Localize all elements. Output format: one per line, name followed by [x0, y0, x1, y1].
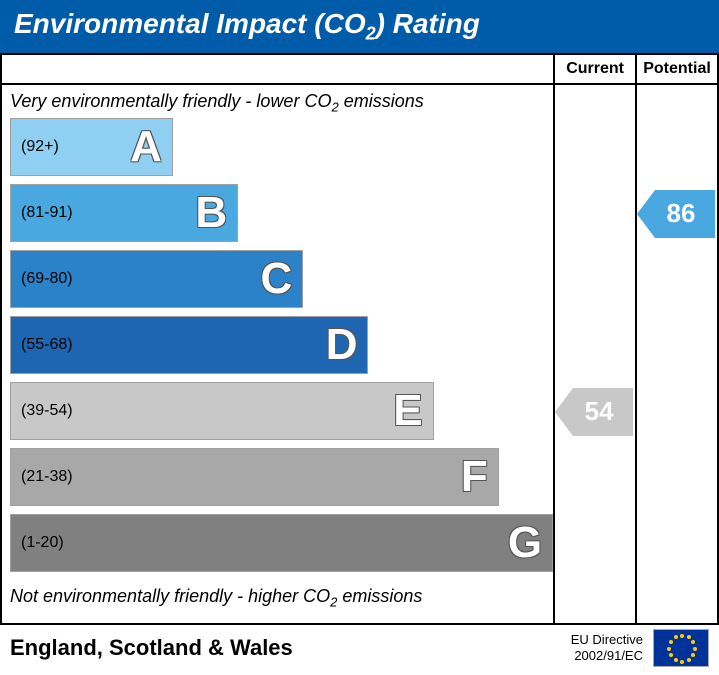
band-range: (39-54)	[11, 402, 73, 420]
band-bar: (1-20) G	[10, 514, 553, 572]
eu-star-icon	[687, 658, 691, 662]
band-e: (39-54) E	[10, 382, 553, 440]
table-header-row: Current Potential	[1, 54, 718, 84]
rating-table: Current Potential Very environmentally f…	[0, 53, 719, 625]
eu-star-icon	[691, 653, 695, 657]
eu-flag-icon	[653, 629, 709, 667]
band-bar: (21-38) F	[10, 448, 499, 506]
band-letter: D	[326, 320, 358, 370]
band-b: (81-91) B	[10, 184, 553, 242]
caption-bottom: Not environmentally friendly - higher CO…	[2, 580, 553, 614]
header-current: Current	[554, 54, 636, 84]
eu-star-icon	[669, 653, 673, 657]
band-bar: (69-80) C	[10, 250, 303, 308]
band-d: (55-68) D	[10, 316, 553, 374]
band-a: (92+) A	[10, 118, 553, 176]
eu-star-icon	[680, 660, 684, 664]
eu-star-icon	[674, 635, 678, 639]
eu-star-icon	[687, 635, 691, 639]
bands-cell: Very environmentally friendly - lower CO…	[1, 84, 554, 624]
band-c: (69-80) C	[10, 250, 553, 308]
eu-star-icon	[667, 647, 671, 651]
eu-star-icon	[680, 634, 684, 638]
band-bar: (55-68) D	[10, 316, 368, 374]
header-potential: Potential	[636, 54, 718, 84]
band-letter: A	[130, 122, 162, 172]
band-range: (81-91)	[11, 204, 73, 222]
eu-star-icon	[669, 640, 673, 644]
marker-arrow-icon	[555, 388, 573, 436]
eu-star-icon	[674, 658, 678, 662]
band-g: (1-20) G	[10, 514, 553, 572]
marker-arrow-icon	[637, 190, 655, 238]
band-range: (1-20)	[11, 534, 64, 552]
band-bar: (39-54) E	[10, 382, 434, 440]
potential-cell: 86	[636, 84, 718, 624]
current-marker: 54	[573, 388, 633, 436]
footer-directive: EU Directive 2002/91/EC	[571, 629, 709, 667]
band-range: (21-38)	[11, 468, 73, 486]
band-f: (21-38) F	[10, 448, 553, 506]
epc-eir-chart: Environmental Impact (CO2) Rating Curren…	[0, 0, 719, 675]
chart-title: Environmental Impact (CO2) Rating	[0, 0, 719, 53]
band-range: (69-80)	[11, 270, 73, 288]
eu-star-icon	[691, 640, 695, 644]
band-letter: F	[461, 452, 488, 502]
band-letter: G	[508, 518, 542, 568]
band-letter: E	[393, 386, 422, 436]
band-letter: C	[261, 254, 293, 304]
caption-top: Very environmentally friendly - lower CO…	[2, 85, 553, 119]
footer: England, Scotland & Wales EU Directive 2…	[0, 625, 719, 667]
header-blank	[1, 54, 554, 84]
bands-container: (92+) A (81-91) B (69-80) C (55-68) D (39-54) E (2…	[2, 118, 553, 572]
directive-text: EU Directive 2002/91/EC	[571, 632, 643, 663]
marker-value: 86	[667, 198, 696, 229]
eu-star-icon	[693, 647, 697, 651]
potential-marker: 86	[655, 190, 715, 238]
marker-value: 54	[585, 396, 614, 427]
band-range: (55-68)	[11, 336, 73, 354]
footer-region: England, Scotland & Wales	[10, 635, 293, 661]
current-cell: 54	[554, 84, 636, 624]
directive-line1: EU Directive	[571, 632, 643, 647]
band-range: (92+)	[11, 138, 59, 156]
band-bar: (81-91) B	[10, 184, 238, 242]
band-letter: B	[195, 188, 227, 238]
directive-line2: 2002/91/EC	[574, 648, 643, 663]
band-bar: (92+) A	[10, 118, 173, 176]
